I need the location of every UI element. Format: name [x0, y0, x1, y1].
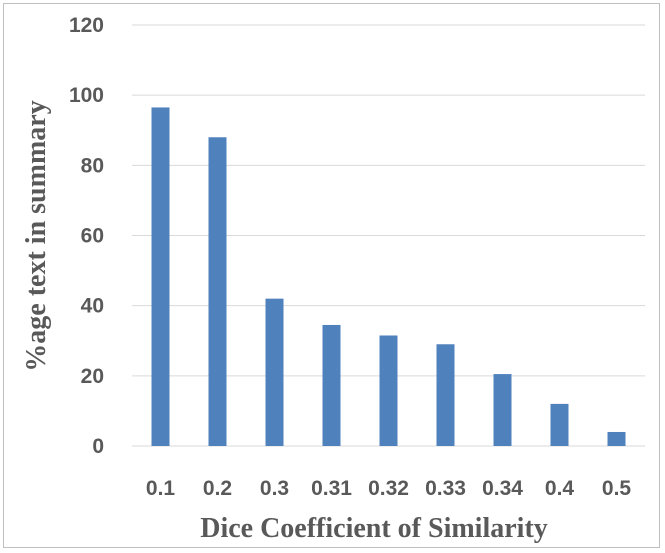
bar-0.33 [436, 344, 455, 446]
y-axis-title: %age text in summary [21, 100, 52, 371]
y-tick-label: 100 [69, 84, 104, 107]
x-tick-labels: 0.1 0.2 0.3 0.31 0.32 0.33 0.34 0.4 0.5 [146, 477, 632, 500]
y-tick-label: 0 [92, 435, 104, 458]
x-tick-label: 0.32 [368, 477, 409, 500]
x-axis-title: Dice Coefficient of Similarity [200, 513, 548, 544]
y-tick-label: 40 [81, 295, 104, 318]
y-tick-label: 80 [81, 154, 104, 177]
bar-0.2 [208, 137, 227, 446]
bar-0.3 [265, 298, 284, 446]
bars [151, 107, 626, 446]
y-tick-label: 60 [81, 225, 104, 248]
x-tick-label: 0.3 [260, 477, 289, 500]
bar-0.34 [493, 374, 512, 446]
bar-0.5 [607, 431, 626, 446]
bar-0.1 [151, 107, 170, 446]
x-tick-label: 0.31 [311, 477, 352, 500]
chart-frame [3, 3, 660, 548]
y-tick-label: 20 [81, 365, 104, 388]
bar-0.31 [322, 324, 341, 446]
bar-0.32 [379, 335, 398, 446]
x-tick-label: 0.1 [146, 477, 176, 500]
x-tick-label: 0.2 [203, 477, 232, 500]
x-tick-label: 0.4 [545, 477, 575, 500]
y-tick-label: 120 [69, 14, 104, 37]
x-tick-label: 0.5 [602, 477, 632, 500]
x-tick-label: 0.34 [482, 477, 523, 500]
x-tick-label: 0.33 [425, 477, 466, 500]
y-tick-labels: 0 20 40 60 80 100 120 [69, 14, 104, 458]
bar-0.4 [550, 403, 569, 446]
